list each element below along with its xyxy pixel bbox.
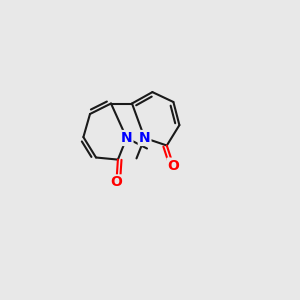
Text: O: O: [167, 159, 179, 172]
Text: N: N: [139, 131, 150, 145]
Text: O: O: [110, 176, 122, 189]
Text: N: N: [121, 131, 132, 145]
